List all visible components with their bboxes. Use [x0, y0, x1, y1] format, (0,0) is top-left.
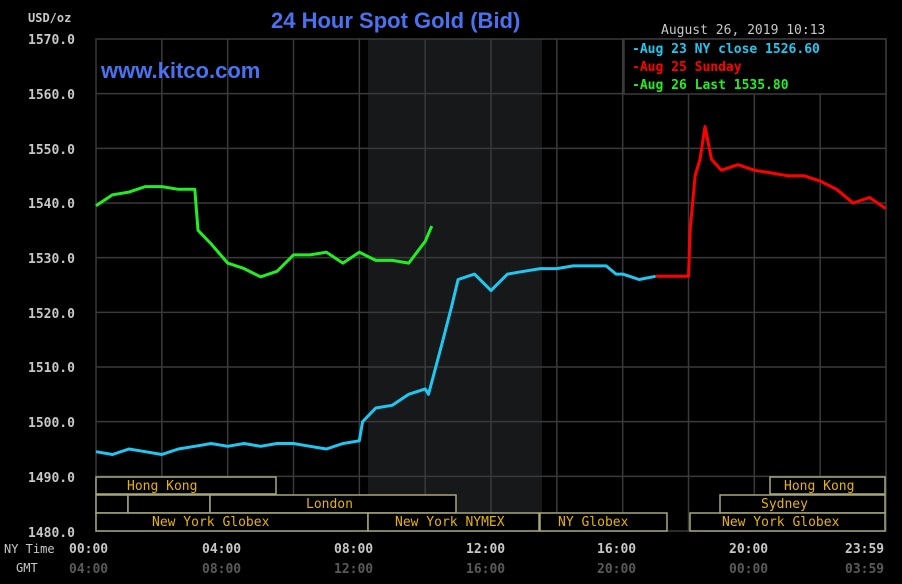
session-label: New York NYMEX — [395, 515, 505, 530]
legend-item-aug25: -Aug 25 Sunday — [632, 60, 742, 75]
session-ny-globex-3 — [689, 512, 886, 532]
session-label: NY Globex — [558, 515, 629, 530]
unit-label: USD/oz — [28, 11, 71, 25]
session-label: New York Globex — [722, 515, 840, 530]
x-tick-ny: 12:00 — [466, 542, 505, 557]
price-lines — [95, 125, 887, 456]
y-tick: 1560.0 — [28, 88, 75, 103]
x-tick-gmt: 16:00 — [466, 562, 505, 577]
aug26-line — [95, 185, 434, 279]
x-axis-labels: NY Time GMT 00:00 04:00 08:00 12:00 16:0… — [4, 542, 884, 577]
session-hong-kong-1 — [95, 476, 277, 495]
session-hong-kong-2 — [769, 476, 886, 495]
y-axis-labels: 1570.0 1560.0 1550.0 1540.0 1530.0 1520.… — [28, 33, 75, 541]
brand-url: www.kitco.com — [100, 58, 260, 83]
x-tick-ny: 20:00 — [729, 542, 768, 557]
session-ny-nymex — [367, 512, 540, 532]
session-label: Sydney — [761, 497, 808, 512]
y-tick: 1530.0 — [28, 252, 75, 267]
x-tick-ny: 00:00 — [69, 542, 108, 557]
y-tick: 1500.0 — [28, 416, 75, 431]
x-tick-ny: 23:59 — [845, 542, 884, 557]
ny-time-label: NY Time — [4, 542, 55, 556]
y-tick: 1550.0 — [28, 143, 75, 158]
x-tick-ny: 08:00 — [334, 542, 373, 557]
x-tick-gmt: 08:00 — [202, 562, 241, 577]
session-blank-2 — [127, 494, 211, 514]
session-labels: Hong Kong London New York Globex New Yor… — [127, 479, 854, 530]
timestamp: August 26, 2019 10:13 — [661, 23, 825, 38]
y-tick: 1490.0 — [28, 471, 75, 486]
x-tick-gmt: 12:00 — [334, 562, 373, 577]
session-blank-1 — [95, 494, 129, 514]
aug25-line — [655, 125, 887, 278]
legend-box — [623, 38, 887, 95]
legend-item-aug26: -Aug 26 Last 1535.80 — [632, 78, 789, 93]
session-label: Hong Kong — [784, 479, 854, 494]
x-tick-ny: 04:00 — [202, 542, 241, 557]
y-tick: 1520.0 — [28, 307, 75, 322]
x-tick-gmt: 04:00 — [69, 562, 108, 577]
aug23-line — [95, 264, 656, 456]
nymex-shade — [368, 39, 542, 531]
y-tick: 1510.0 — [28, 361, 75, 376]
market-sessions — [95, 476, 886, 532]
session-ny-globex-2 — [539, 512, 668, 532]
x-tick-gmt: 00:00 — [729, 562, 768, 577]
y-tick: 1570.0 — [28, 33, 75, 48]
x-tick-ny: 16:00 — [597, 542, 636, 557]
x-tick-gmt: 20:00 — [597, 562, 636, 577]
y-tick: 1540.0 — [28, 197, 75, 212]
x-tick-gmt: 03:59 — [845, 562, 884, 577]
y-tick: 1480.0 — [28, 526, 75, 541]
session-label: London — [306, 497, 353, 512]
chart-title: 24 Hour Spot Gold (Bid) — [271, 8, 520, 33]
session-label: Hong Kong — [127, 479, 197, 494]
gmt-label: GMT — [16, 561, 38, 575]
legend: -Aug 23 NY close 1526.60 -Aug 25 Sunday … — [623, 38, 887, 95]
legend-item-aug23: -Aug 23 NY close 1526.60 — [632, 42, 820, 57]
session-label: New York Globex — [152, 515, 270, 530]
